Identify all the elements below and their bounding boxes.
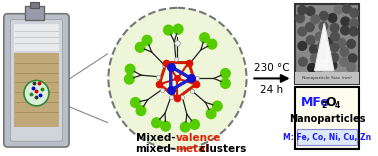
Text: 24 h: 24 h xyxy=(260,85,284,95)
Circle shape xyxy=(298,6,307,14)
Circle shape xyxy=(131,98,140,107)
Circle shape xyxy=(340,48,349,56)
Circle shape xyxy=(328,14,337,22)
FancyBboxPatch shape xyxy=(4,14,69,147)
Circle shape xyxy=(190,119,199,129)
Circle shape xyxy=(161,121,170,131)
Text: 4: 4 xyxy=(335,101,340,110)
Circle shape xyxy=(330,23,339,32)
Text: O: O xyxy=(325,96,336,109)
Circle shape xyxy=(316,32,324,41)
Bar xyxy=(14,53,59,127)
Circle shape xyxy=(124,74,134,84)
Circle shape xyxy=(212,101,222,111)
Text: valence: valence xyxy=(175,133,221,143)
Circle shape xyxy=(347,39,355,48)
Circle shape xyxy=(349,19,358,28)
Circle shape xyxy=(152,118,161,128)
Circle shape xyxy=(221,68,230,78)
Text: M: Fe, Co, Ni, Cu, Zn: M: Fe, Co, Ni, Cu, Zn xyxy=(283,133,371,142)
Text: 2: 2 xyxy=(322,101,327,110)
Circle shape xyxy=(164,25,173,35)
Circle shape xyxy=(299,57,307,66)
Circle shape xyxy=(318,51,327,59)
Circle shape xyxy=(317,42,326,51)
Circle shape xyxy=(348,54,357,63)
Circle shape xyxy=(311,15,319,24)
Bar xyxy=(25,6,44,20)
Circle shape xyxy=(306,7,315,16)
Circle shape xyxy=(330,53,339,62)
Text: Mixed-: Mixed- xyxy=(136,133,175,143)
Circle shape xyxy=(337,39,346,47)
Bar xyxy=(14,24,59,51)
Text: 230 °C: 230 °C xyxy=(254,63,290,73)
Bar xyxy=(296,72,359,84)
FancyBboxPatch shape xyxy=(11,20,62,141)
Circle shape xyxy=(324,38,333,46)
Circle shape xyxy=(221,78,230,88)
Text: MFe: MFe xyxy=(301,96,330,109)
Circle shape xyxy=(207,39,217,49)
Bar xyxy=(30,2,39,8)
Circle shape xyxy=(349,27,358,36)
Circle shape xyxy=(142,35,152,45)
Circle shape xyxy=(136,106,146,115)
Circle shape xyxy=(341,26,349,35)
Text: metal: metal xyxy=(175,144,209,154)
Circle shape xyxy=(296,14,304,23)
Circle shape xyxy=(350,8,358,17)
Circle shape xyxy=(334,5,343,14)
Bar xyxy=(297,129,357,145)
Circle shape xyxy=(311,54,319,63)
Circle shape xyxy=(328,61,337,70)
Circle shape xyxy=(135,42,145,52)
Circle shape xyxy=(307,36,315,44)
Circle shape xyxy=(206,109,216,119)
Circle shape xyxy=(341,17,350,26)
Text: mixed-: mixed- xyxy=(135,144,175,154)
FancyBboxPatch shape xyxy=(296,87,359,149)
Circle shape xyxy=(319,22,328,31)
Bar xyxy=(296,4,359,84)
Circle shape xyxy=(298,27,307,36)
Circle shape xyxy=(24,80,49,106)
Circle shape xyxy=(305,23,314,32)
Circle shape xyxy=(310,45,318,54)
Circle shape xyxy=(331,32,339,41)
Circle shape xyxy=(319,11,328,20)
Circle shape xyxy=(330,43,339,52)
Circle shape xyxy=(340,57,349,66)
Circle shape xyxy=(298,41,307,50)
Circle shape xyxy=(174,24,183,34)
Text: Nanoparticle Size (nm): Nanoparticle Size (nm) xyxy=(302,76,352,80)
Circle shape xyxy=(108,8,246,149)
Circle shape xyxy=(180,122,190,132)
Polygon shape xyxy=(314,24,334,71)
Text: Nanoparticles: Nanoparticles xyxy=(289,114,366,124)
Circle shape xyxy=(316,63,325,71)
Circle shape xyxy=(308,63,316,72)
Circle shape xyxy=(342,4,351,13)
Text: clusters: clusters xyxy=(196,144,246,154)
Circle shape xyxy=(125,64,135,74)
Circle shape xyxy=(347,63,356,72)
Circle shape xyxy=(200,33,209,43)
